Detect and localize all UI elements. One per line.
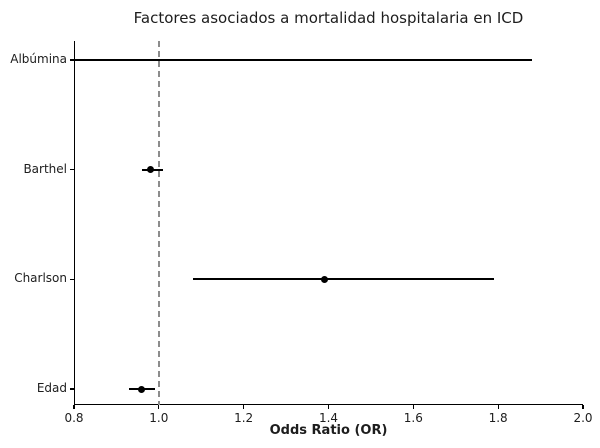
- x-tick: [412, 405, 414, 409]
- y-tick: [70, 169, 74, 171]
- x-tick: [582, 405, 584, 409]
- x-axis-label: Odds Ratio (OR): [269, 423, 388, 438]
- x-tick: [73, 405, 75, 409]
- ci-line: [74, 59, 533, 61]
- y-tick: [70, 278, 74, 280]
- y-tick: [70, 59, 74, 61]
- x-tick-label: 1.2: [234, 411, 254, 425]
- point-marker: [146, 166, 154, 174]
- x-tick: [243, 405, 245, 409]
- plot-area: [74, 41, 583, 405]
- point-marker: [138, 385, 146, 393]
- y-tick-label: Albúmina: [10, 52, 67, 66]
- x-tick-label: 2.0: [573, 411, 593, 425]
- ci-line: [192, 278, 494, 281]
- x-tick-label: 1.4: [318, 411, 339, 425]
- x-tick: [497, 405, 499, 409]
- chart-title: Factores asociados a mortalidad hospital…: [133, 9, 524, 27]
- x-tick-label: 1.8: [488, 411, 508, 425]
- y-tick-label: Edad: [36, 381, 67, 395]
- x-tick: [158, 405, 160, 409]
- point-marker: [320, 275, 328, 283]
- x-tick: [327, 405, 330, 409]
- x-tick-label: 0.8: [64, 411, 84, 425]
- reference-line: [158, 41, 160, 405]
- x-tick-label: 1.0: [149, 411, 169, 425]
- y-tick-label: Barthel: [23, 161, 67, 176]
- y-tick-label: Charlson: [14, 271, 67, 286]
- x-tick-label: 1.6: [403, 411, 423, 425]
- y-tick: [70, 388, 74, 390]
